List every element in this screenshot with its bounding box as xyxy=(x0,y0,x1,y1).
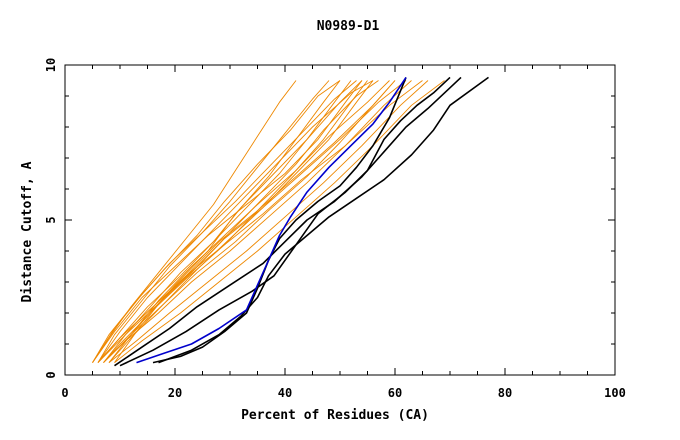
series-line-orange-11 xyxy=(108,80,429,363)
series-line-orange-16 xyxy=(97,80,407,363)
series-line-orange-07 xyxy=(108,80,374,363)
series-line-orange-20 xyxy=(114,80,379,363)
series-line-orange-17 xyxy=(108,80,390,363)
series-line-orange-03 xyxy=(97,80,352,363)
series-line-black-1 xyxy=(114,76,462,367)
tick-label-layer: 0 20 40 60 80 100 0 5 10 xyxy=(44,58,626,400)
series-line-orange-15 xyxy=(92,80,357,363)
y-tick-label: 0 xyxy=(44,371,58,378)
y-tick-label: 10 xyxy=(44,58,58,72)
tick-layer xyxy=(64,64,616,376)
x-tick-label: 40 xyxy=(278,386,292,400)
x-tick-label: 100 xyxy=(604,386,626,400)
x-tick-label: 60 xyxy=(388,386,402,400)
series-line-orange-01 xyxy=(92,80,297,363)
series-line-black-2 xyxy=(119,76,451,367)
series-line-orange-14 xyxy=(103,80,396,363)
y-axis-label: Distance Cutoff, A xyxy=(20,161,35,302)
series-line-orange-10 xyxy=(103,80,412,363)
y-tick-label: 5 xyxy=(44,216,58,223)
x-tick-label: 20 xyxy=(168,386,182,400)
plot-frame xyxy=(64,64,616,376)
chart-title: N0989-D1 xyxy=(317,19,380,34)
x-tick-label: 80 xyxy=(498,386,512,400)
series-line-blue-1 xyxy=(136,76,407,364)
series-line-black-3 xyxy=(152,77,407,364)
series-line-black-4 xyxy=(158,76,489,364)
series-line-orange-13 xyxy=(97,80,374,363)
series-line-orange-12 xyxy=(114,80,445,363)
series-line-orange-05 xyxy=(92,80,363,363)
x-tick-label: 0 xyxy=(61,386,68,400)
series-line-orange-19 xyxy=(97,80,423,363)
series-line-orange-02 xyxy=(97,80,330,363)
series-line-orange-06 xyxy=(103,80,341,363)
x-axis-label: Percent of Residues (CA) xyxy=(241,408,429,423)
series-layer xyxy=(92,76,489,367)
